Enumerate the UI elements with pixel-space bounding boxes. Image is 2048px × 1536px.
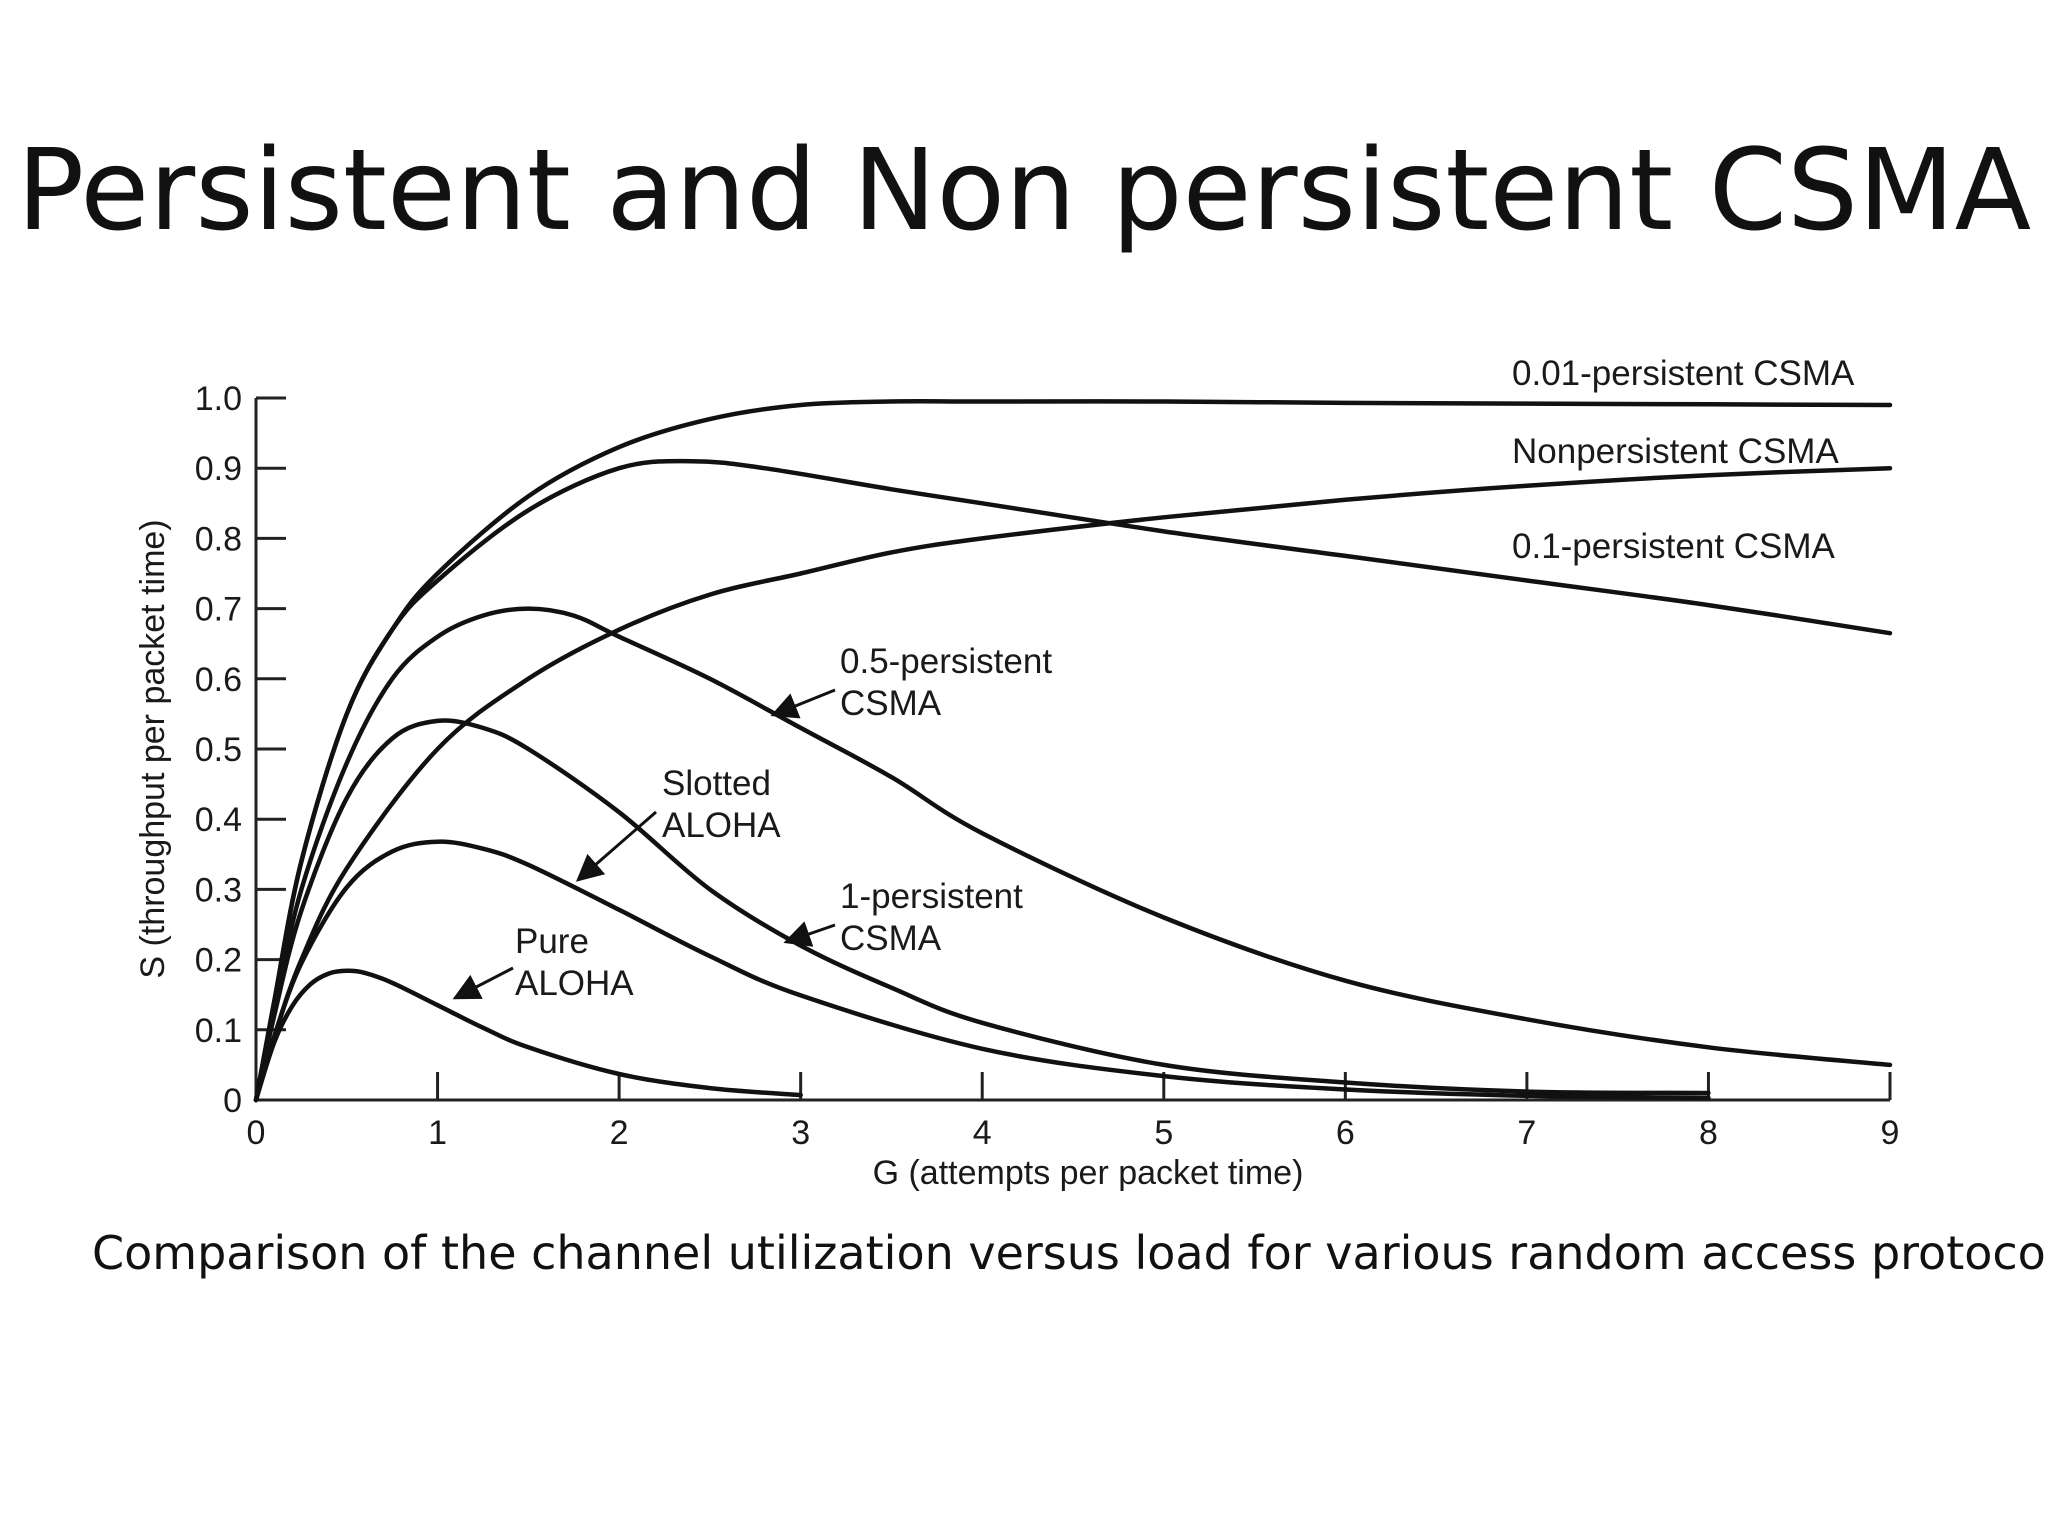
series-line-0 bbox=[253, 398, 1893, 1103]
y-tick-label: 0.3 bbox=[195, 871, 242, 909]
series-label-1: Nonpersistent CSMA bbox=[1512, 432, 1839, 471]
x-tick-label: 6 bbox=[1336, 1114, 1355, 1152]
y-tick-label: 0.1 bbox=[195, 1012, 242, 1050]
series-label-2: 0.1-persistent CSMA bbox=[1512, 527, 1836, 566]
y-tick-label: 1.0 bbox=[195, 380, 242, 418]
x-tick-label: 1 bbox=[428, 1114, 447, 1152]
series-label-4: CSMA bbox=[840, 919, 942, 958]
series-label-arrow-6 bbox=[452, 966, 514, 1000]
x-tick-label: 2 bbox=[610, 1114, 629, 1152]
x-tick-label: 8 bbox=[1699, 1114, 1718, 1152]
slide-title: Persistent and Non persistent CSMA bbox=[16, 126, 2032, 256]
series-line-6 bbox=[253, 968, 803, 1103]
series-line-1 bbox=[253, 465, 1893, 1103]
x-tick-label: 5 bbox=[1154, 1114, 1173, 1152]
series-label-0: 0.01-persistent CSMA bbox=[1512, 354, 1855, 393]
series-label-6: Pure bbox=[515, 922, 589, 961]
series-line-3 bbox=[253, 606, 1893, 1103]
series-label-3: 0.5-persistent bbox=[840, 642, 1052, 681]
series-label-5: Slotted bbox=[662, 764, 771, 803]
series-label-arrow-5 bbox=[575, 810, 657, 882]
series-label-3: CSMA bbox=[840, 684, 942, 723]
x-tick-label: 7 bbox=[1517, 1114, 1536, 1152]
y-tick-label: 0.7 bbox=[195, 591, 242, 629]
y-tick-label: 0.8 bbox=[195, 520, 242, 558]
chart-axes bbox=[254, 398, 1890, 1102]
y-tick-label: 0.2 bbox=[195, 942, 242, 980]
y-tick-label: 0 bbox=[223, 1082, 242, 1120]
series-label-arrow-4 bbox=[783, 921, 836, 947]
x-tick-label: 4 bbox=[973, 1114, 992, 1152]
x-axis-label: G (attempts per packet time) bbox=[873, 1154, 1304, 1192]
y-tick-label: 0.5 bbox=[195, 731, 242, 769]
y-axis-label: S (throughput per packet time) bbox=[134, 519, 172, 978]
series-labels: 0.01-persistent CSMA Nonpersistent CSMA 0.… bbox=[452, 354, 1855, 1003]
slide-caption: Comparison of the channel utilization ve… bbox=[92, 1226, 2048, 1280]
series-label-5: ALOHA bbox=[662, 806, 781, 845]
series-line-5 bbox=[253, 839, 1711, 1103]
y-tick-label: 0.9 bbox=[195, 450, 242, 488]
y-tick-label: 0.4 bbox=[195, 801, 242, 839]
series-label-arrow-3 bbox=[770, 688, 836, 719]
x-tick-label: 0 bbox=[247, 1114, 266, 1152]
series-lines bbox=[253, 398, 1893, 1103]
x-tick-label: 9 bbox=[1881, 1114, 1900, 1152]
y-tick-label: 0.6 bbox=[195, 661, 242, 699]
series-label-6: ALOHA bbox=[515, 964, 634, 1003]
x-ticks: 0 1 2 3 4 5 6 7 8 9 bbox=[247, 1072, 1900, 1152]
series-line-2 bbox=[253, 458, 1893, 1103]
series-label-4: 1-persistent bbox=[840, 877, 1023, 916]
series-line-4 bbox=[253, 718, 1711, 1103]
y-ticks: 0 0.1 0.2 0.3 0.4 0.5 0.6 0.7 0.8 0.9 1.0 bbox=[195, 380, 286, 1120]
x-tick-label: 3 bbox=[791, 1114, 810, 1152]
